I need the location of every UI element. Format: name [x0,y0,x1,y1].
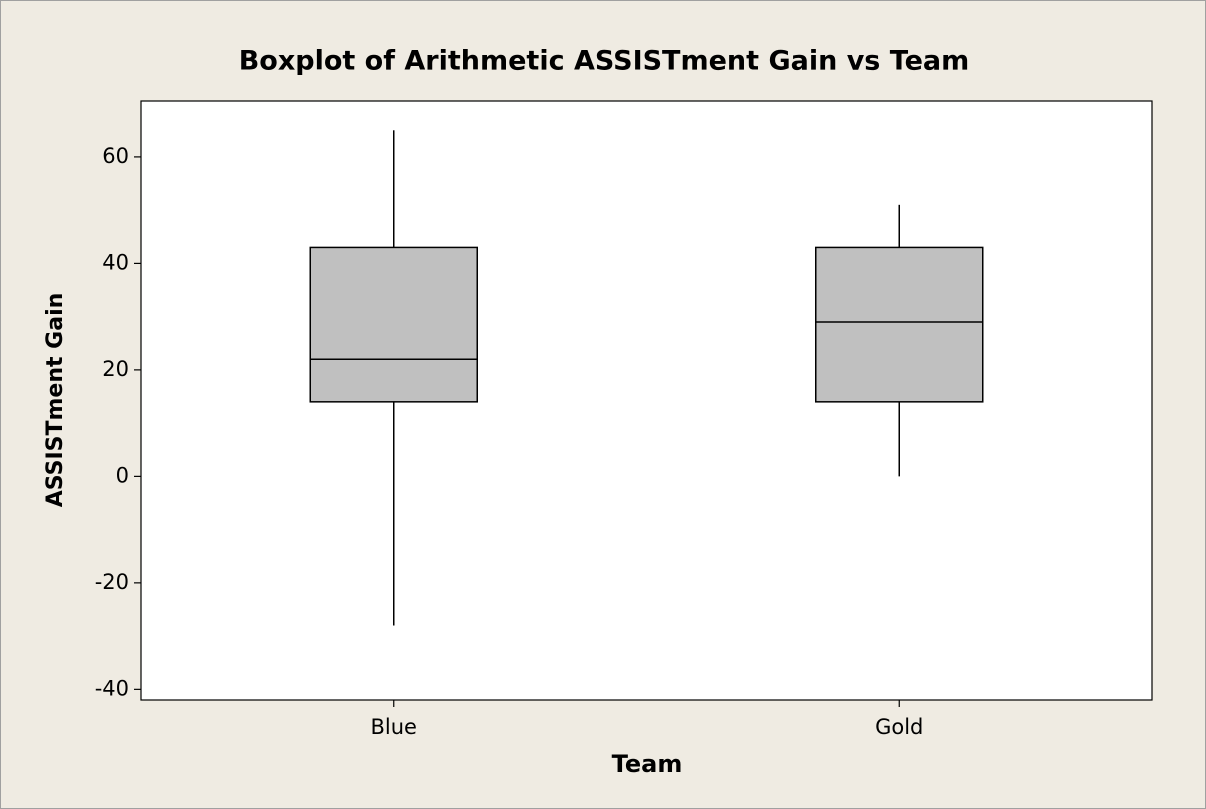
y-axis-label: ASSISTment Gain [43,293,68,508]
y-tick-label: 0 [116,463,129,487]
box [309,246,478,403]
y-tick-label: 20 [102,357,129,381]
y-tick-label: -40 [95,676,129,700]
chart-title: Boxplot of Arithmetic ASSISTment Gain vs… [239,46,970,77]
y-tick-label: 40 [102,250,129,274]
y-tick-label: -20 [95,570,129,594]
box [815,246,984,403]
plot-area [140,100,1153,701]
x-tick-label: Blue [371,715,417,739]
y-tick-label: 60 [102,144,129,168]
x-axis-label: Team [612,750,683,778]
x-tick-label: Gold [875,715,923,739]
